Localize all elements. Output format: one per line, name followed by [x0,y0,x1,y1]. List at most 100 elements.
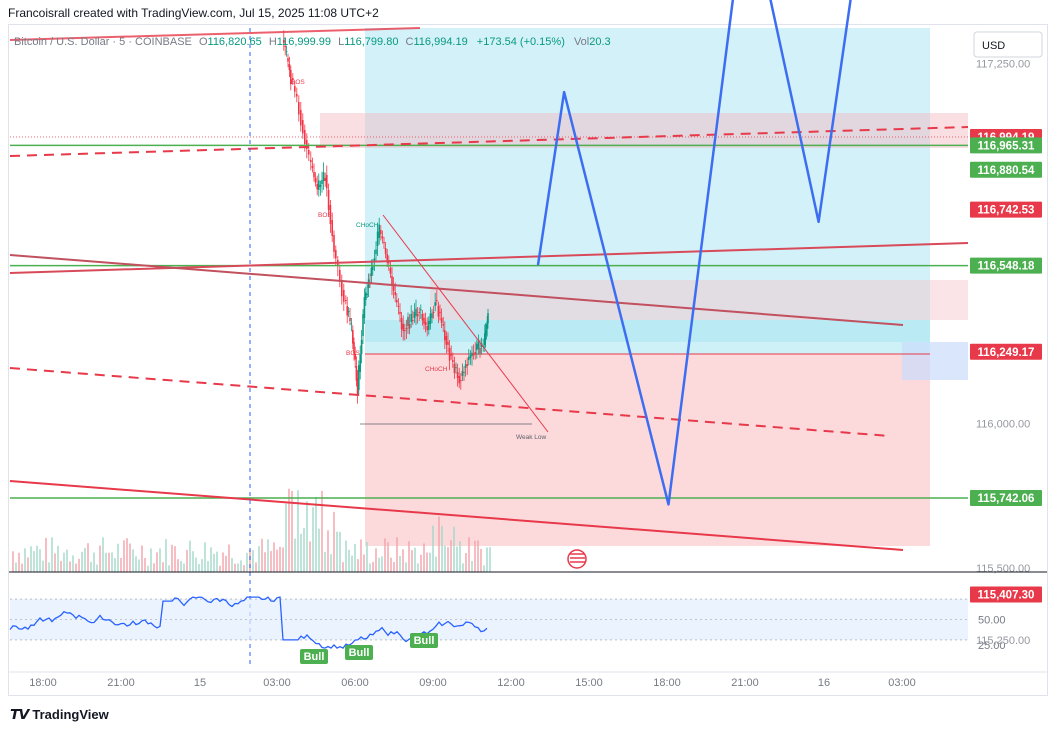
volume-bar [246,552,248,572]
candle-body [402,324,404,332]
structure-annotation: BOS [346,350,360,357]
volume-bar [198,564,200,572]
candle-body [329,205,332,225]
candle-body [487,312,489,324]
volume-bar [480,548,482,572]
price-label-box [970,257,1042,274]
candle-body [378,224,380,238]
volume-bar [183,563,185,572]
candle-body [407,317,409,326]
candle-body [429,313,432,324]
candle-body [370,267,373,276]
volume-bar [117,543,119,572]
price-axis-tick: 115,250.00 [976,635,1030,647]
volume-bar [381,556,383,572]
structure-annotation: Weak Low [516,434,547,441]
volume-bar [327,530,329,572]
price-label: 116,965.31 [970,137,1042,154]
bull-signal-badge [345,645,373,660]
volume-bar [75,563,77,572]
price-label-box [970,137,1042,154]
legend-high-label: H [269,36,277,48]
currency-button[interactable]: USD [973,31,1043,58]
volume-bar [336,531,338,572]
volume-bar [333,511,335,572]
candle-body [372,266,374,270]
volume-bar [18,552,20,572]
legend-close-label: C [406,36,414,48]
candle-body [432,312,435,313]
volume-bar [48,562,50,572]
volume-bar [219,565,221,572]
volume-bar [360,539,362,572]
volume-bar [15,562,17,572]
volume-bar [258,546,260,572]
candle-body [416,314,419,317]
candle-body [479,348,481,354]
volume-bar [165,539,167,572]
volume-bar [228,544,230,572]
candle-body [391,276,393,286]
candle-body [453,364,456,374]
candle-body [423,318,425,324]
rsi-band [10,599,968,640]
volume-bar [447,547,449,572]
volume-bar [63,552,65,572]
candle-body [283,40,285,44]
volume-bar [264,552,266,572]
candle-body [434,302,436,306]
volume-bar [138,559,140,572]
flag-circle [567,549,587,569]
candle-body [355,366,358,381]
candle-body [352,330,354,344]
volume-bar [306,501,308,572]
volume-bar [330,554,332,572]
volume-bar [84,547,86,572]
volume-bar [372,561,374,572]
price-label-text: 116,249.17 [978,347,1035,359]
footer-brand[interactable]: 𝙏𝙑 TradingView [10,706,109,723]
volume-bar [354,544,356,572]
time-axis-tick: 21:00 [107,677,135,689]
time-axis-tick: 06:00 [341,677,369,689]
volume-bar [159,548,161,572]
candle-body [353,342,355,354]
volume-bar [126,538,128,572]
price-label-box [970,161,1042,178]
candle-body [349,318,351,322]
candle-body [321,180,323,184]
volume-bar [453,526,455,572]
candle-body [486,321,488,329]
candle-body [389,268,392,274]
time-axis-tick: 18:00 [653,677,681,689]
candle-body [474,352,476,355]
candle-body [292,78,294,81]
price-label-text: 116,742.53 [978,205,1035,217]
volume-bar [261,538,263,572]
volume-bar [282,547,284,572]
volume-bar [90,561,92,572]
candle-body [396,300,398,303]
volume-bar [267,539,269,572]
volume-bar [456,546,458,572]
candle-body [308,150,310,155]
upper-trend-line [9,27,421,41]
volume-bar [315,496,317,572]
volume-bar [390,557,392,572]
price-label-text: 116,880.54 [978,165,1036,177]
time-axis-tick: 15:00 [575,677,603,689]
candle-body [310,160,312,163]
volume-bar [270,551,272,572]
volume-bar [222,552,224,572]
volume-bar [309,541,311,572]
volume-bar [465,553,467,572]
chart-frame [8,24,1048,696]
volume-bar [243,565,245,572]
candle-body [356,378,359,396]
projection-path [536,0,852,506]
channel-dashed-upper [9,126,969,157]
volume-bar [396,537,398,572]
volume-bar [171,544,173,572]
us-flag-icon[interactable] [567,549,587,569]
